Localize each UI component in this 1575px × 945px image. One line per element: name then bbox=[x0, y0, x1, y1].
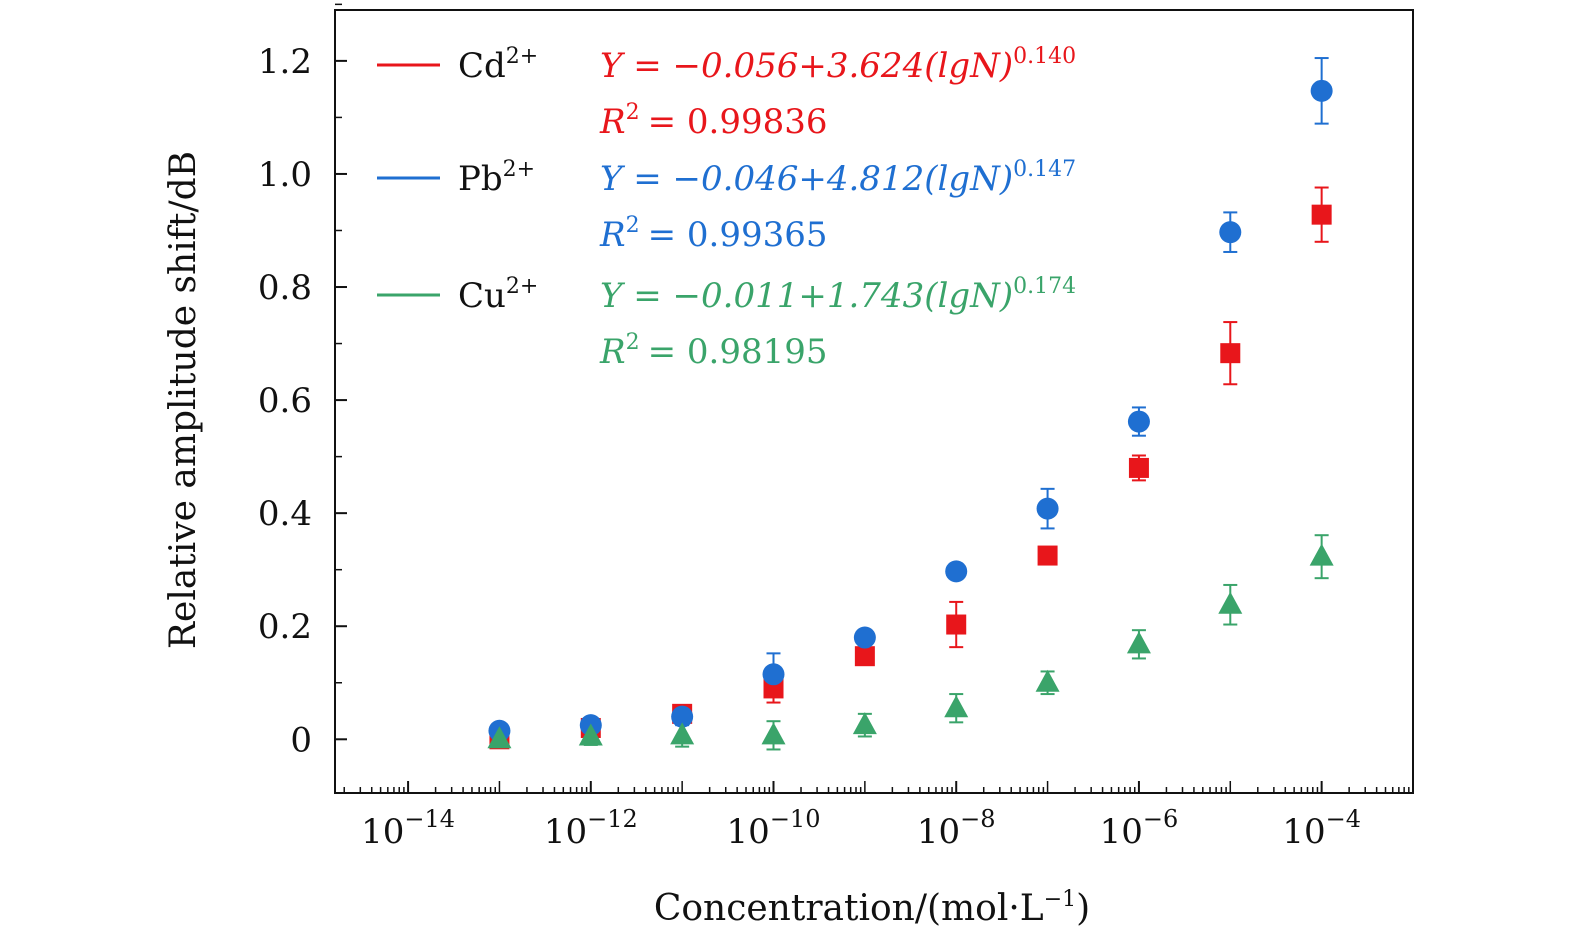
y-tick-label: 0 bbox=[290, 720, 312, 760]
x-axis-title-close: ) bbox=[1076, 888, 1090, 929]
marker-cd bbox=[1128, 457, 1149, 478]
y-tick-label: 0.4 bbox=[258, 494, 312, 534]
x-tick-label: 10−10 bbox=[727, 805, 821, 852]
equation-cd: Y = −0.056+3.624(lgN)0.140 bbox=[600, 44, 1076, 86]
equation-pb: Y = −0.046+4.812(lgN)0.147 bbox=[600, 157, 1076, 199]
marker-pb bbox=[1036, 497, 1059, 520]
legend-entry-cu: Cu2+ Y = −0.011+1.743(lgN)0.174 R2 = 0.98… bbox=[377, 274, 1076, 372]
marker-cu bbox=[852, 712, 877, 735]
marker-pb bbox=[853, 626, 876, 649]
y-tick-label: 1.0 bbox=[258, 155, 312, 195]
marker-cd bbox=[854, 646, 875, 667]
x-tick-label: 10−12 bbox=[544, 805, 638, 852]
r2-cu: R2 = 0.98195 bbox=[599, 330, 828, 372]
plot-frame bbox=[334, 9, 1414, 794]
marker-cu bbox=[670, 722, 695, 745]
marker-cu bbox=[578, 723, 603, 746]
y-tick-label: 1.2 bbox=[258, 42, 312, 82]
marker-cd bbox=[946, 614, 967, 635]
marker-cd bbox=[1037, 545, 1058, 566]
equation-cu: Y = −0.011+1.743(lgN)0.174 bbox=[600, 274, 1076, 316]
r2-cd: R2 = 0.99836 bbox=[599, 100, 828, 142]
legend-label-cu: Cu2+ bbox=[458, 274, 538, 316]
marker-cu bbox=[487, 726, 512, 749]
legend-entry-cd: Cd2+ Y = −0.056+3.624(lgN)0.140 R2 = 0.99… bbox=[377, 44, 1076, 142]
legend: Cd2+ Y = −0.056+3.624(lgN)0.140 R2 = 0.99… bbox=[377, 44, 1076, 372]
x-tick-label: 10−4 bbox=[1282, 805, 1361, 852]
marker-pb bbox=[1127, 410, 1150, 433]
marker-pb bbox=[762, 663, 785, 686]
y-tick-label: 0.2 bbox=[258, 607, 312, 647]
marker-cu bbox=[1309, 543, 1334, 566]
tick-labels: 10−14 10−12 10−10 10−8 10−6 10−4 0 0.2 0.4 0.6 0.8… bbox=[258, 42, 1361, 852]
marker-cd bbox=[1220, 343, 1241, 364]
x-axis-title-text: Concentration/(mol·L bbox=[654, 888, 1044, 929]
axis-ticks bbox=[335, 3, 1410, 793]
legend-entry-pb: Pb2+ Y = −0.046+4.812(lgN)0.147 R2 = 0.99… bbox=[377, 157, 1076, 255]
x-axis-title-sup: −1 bbox=[1044, 887, 1076, 912]
y-axis-title: Relative amplitude shift/dB bbox=[163, 151, 204, 649]
y-tick-label: 0.6 bbox=[258, 381, 312, 421]
r2-pb: R2 = 0.99365 bbox=[599, 213, 828, 255]
marker-pb bbox=[671, 705, 694, 728]
x-tick-label: 10−14 bbox=[361, 805, 455, 852]
data-markers bbox=[487, 79, 1334, 750]
marker-pb bbox=[945, 560, 968, 583]
marker-pb bbox=[1219, 221, 1242, 244]
x-tick-label: 10−8 bbox=[917, 805, 996, 852]
legend-label-cd: Cd2+ bbox=[458, 44, 538, 86]
marker-pb bbox=[1310, 79, 1333, 102]
legend-label-pb: Pb2+ bbox=[458, 157, 535, 199]
marker-cu bbox=[1126, 631, 1151, 654]
marker-cu bbox=[761, 722, 786, 745]
y-tick-label: 0.8 bbox=[258, 268, 312, 308]
marker-cu bbox=[944, 695, 969, 718]
marker-cu bbox=[1218, 591, 1243, 614]
marker-cu bbox=[1035, 669, 1060, 692]
x-tick-label: 10−6 bbox=[1100, 805, 1179, 852]
marker-cd bbox=[1311, 204, 1332, 225]
x-axis-title: Concentration/(mol·L−1) bbox=[654, 887, 1090, 929]
